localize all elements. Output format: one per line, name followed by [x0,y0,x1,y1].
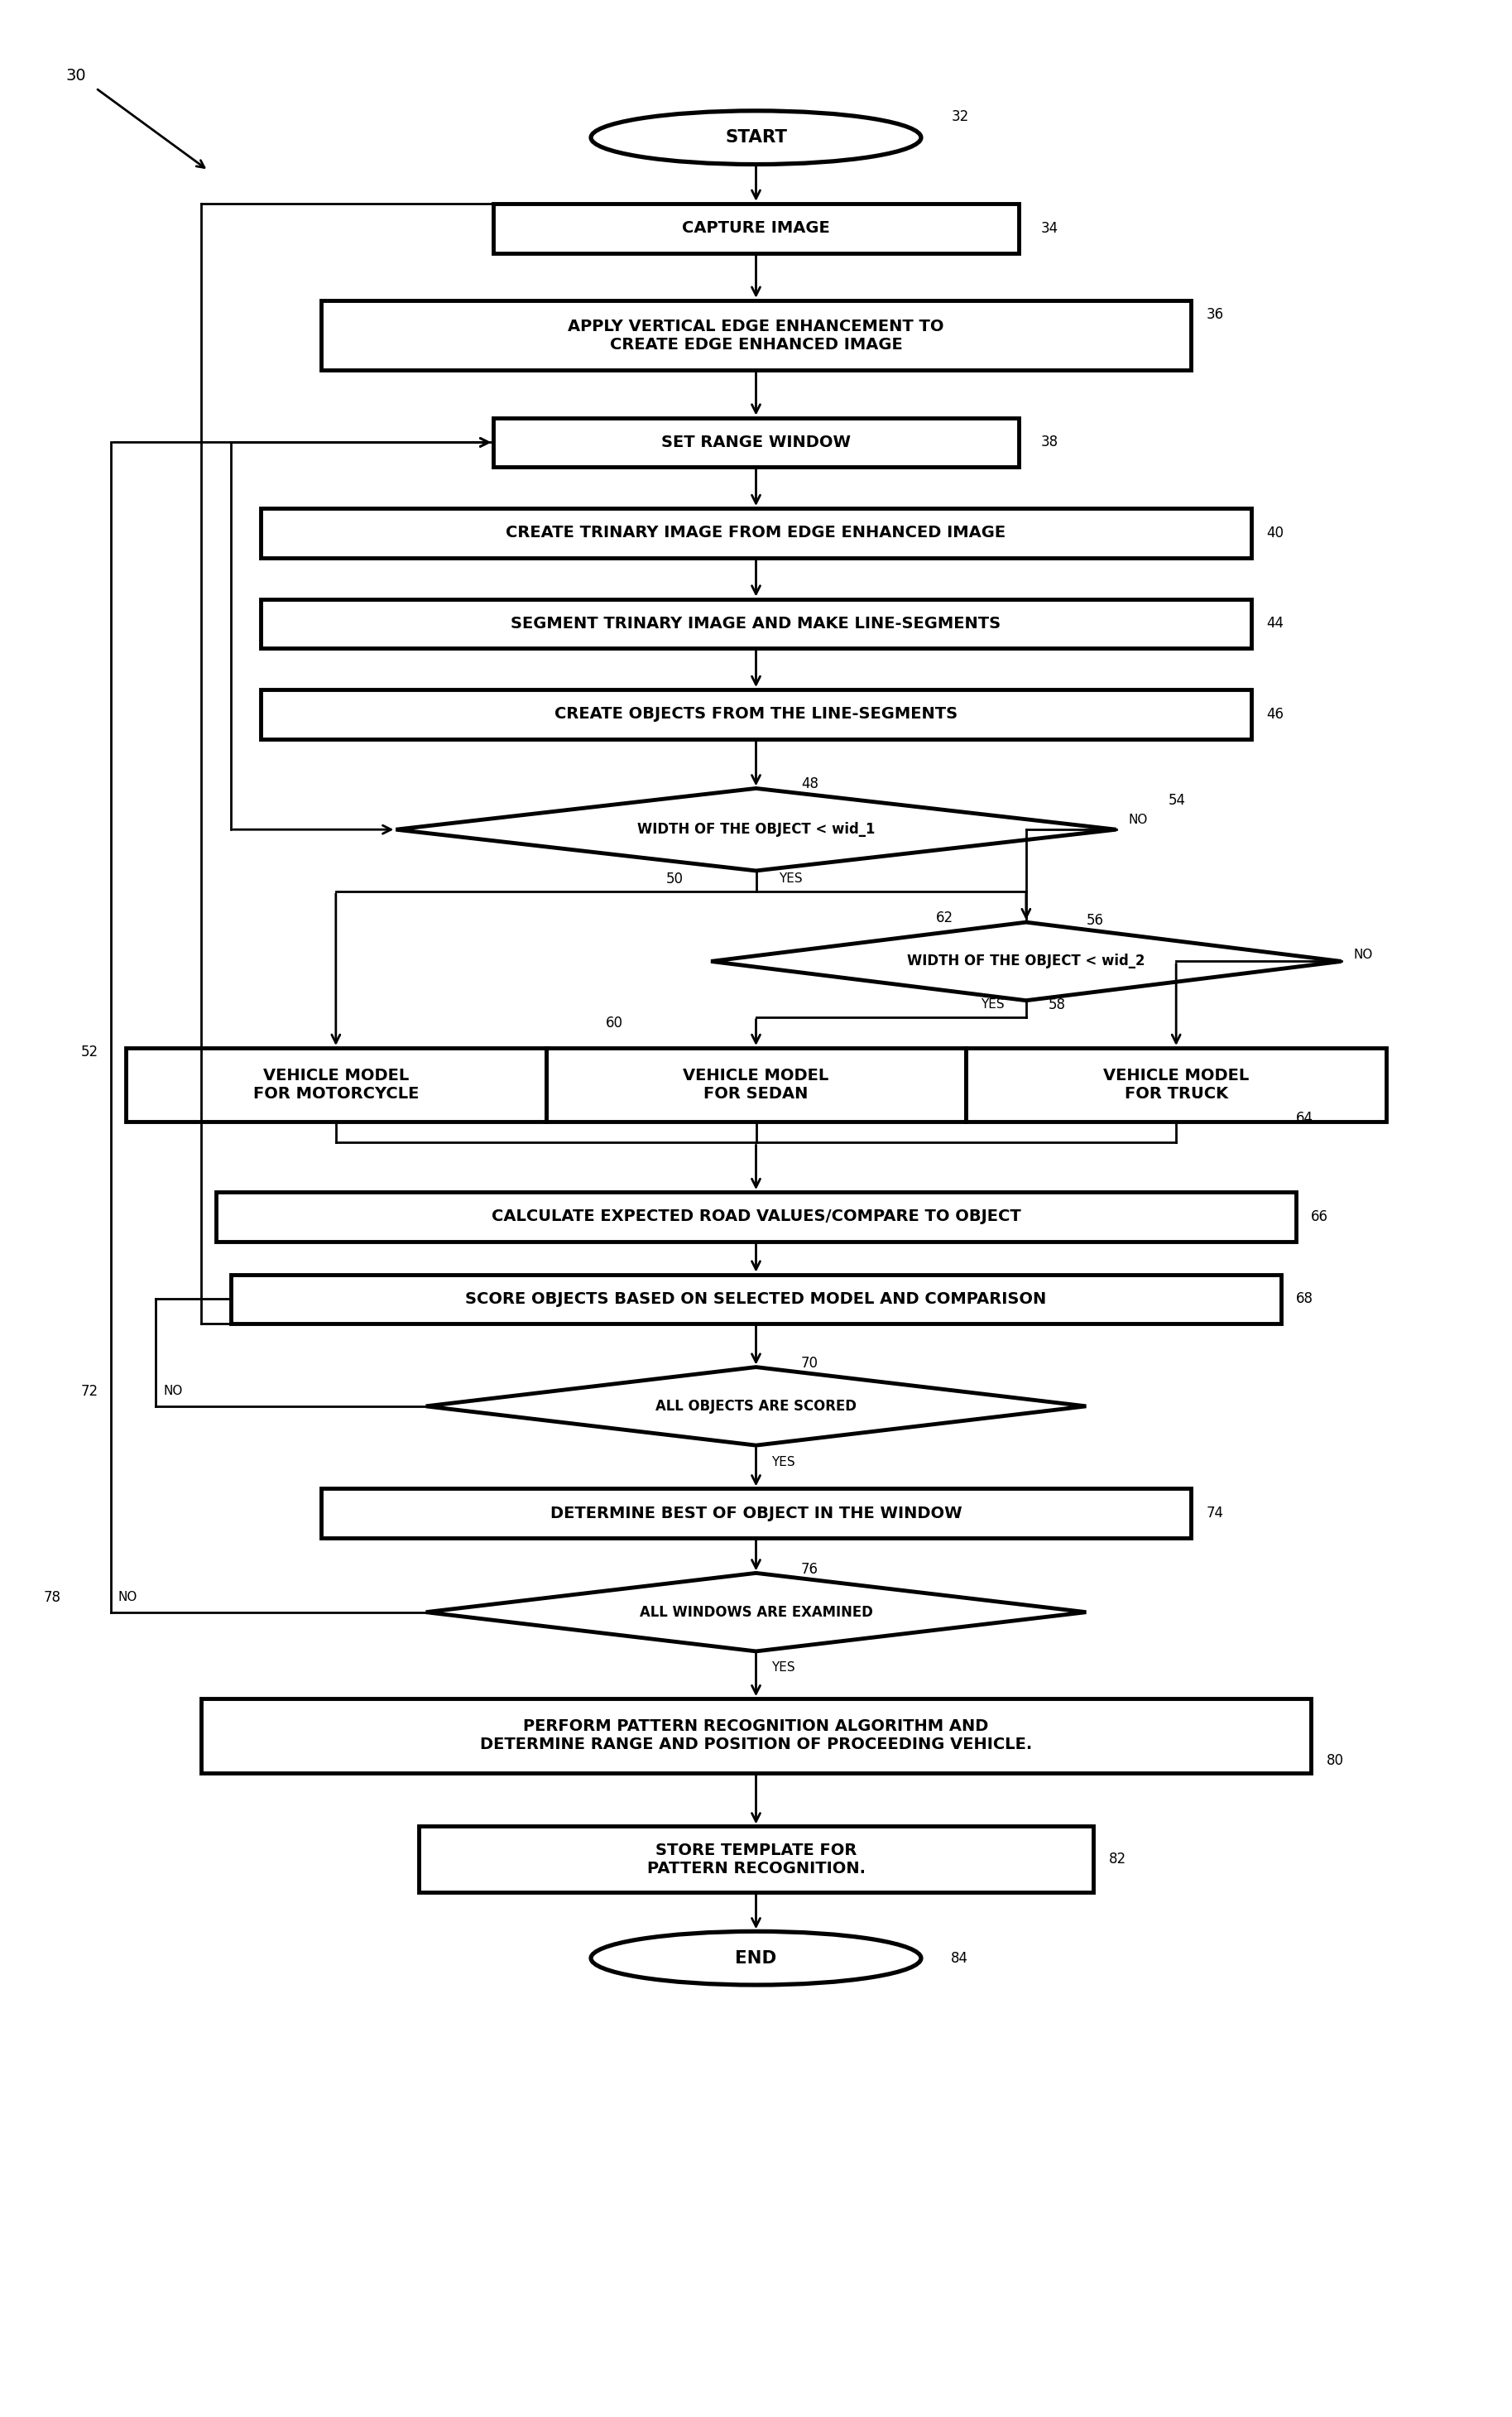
Text: 38: 38 [1042,435,1058,450]
Text: YES: YES [779,873,803,885]
Text: 32: 32 [951,109,969,123]
Text: CAPTURE IMAGE: CAPTURE IMAGE [682,220,830,237]
Text: NO: NO [118,1590,138,1602]
Text: 74: 74 [1207,1506,1223,1520]
Text: VEHICLE MODEL
FOR MOTORCYCLE: VEHICLE MODEL FOR MOTORCYCLE [253,1068,419,1102]
Text: NO: NO [1353,947,1373,962]
Text: 78: 78 [44,1590,60,1605]
Text: CREATE OBJECTS FROM THE LINE-SEGMENTS: CREATE OBJECTS FROM THE LINE-SEGMENTS [555,706,957,723]
Text: 68: 68 [1296,1291,1314,1308]
Text: ALL OBJECTS ARE SCORED: ALL OBJECTS ARE SCORED [655,1399,857,1414]
Text: DETERMINE BEST OF OBJECT IN THE WINDOW: DETERMINE BEST OF OBJECT IN THE WINDOW [550,1506,962,1520]
Text: 56: 56 [1086,914,1104,928]
Text: 34: 34 [1042,220,1058,234]
Text: 60: 60 [606,1015,623,1030]
Text: SET RANGE WINDOW: SET RANGE WINDOW [661,435,851,450]
Text: 64: 64 [1296,1109,1314,1126]
Text: CALCULATE EXPECTED ROAD VALUES/COMPARE TO OBJECT: CALCULATE EXPECTED ROAD VALUES/COMPARE T… [491,1208,1021,1225]
Text: YES: YES [771,1660,795,1675]
Text: YES: YES [981,998,1005,1010]
Text: 40: 40 [1266,524,1284,541]
Text: WIDTH OF THE OBJECT < wid_2: WIDTH OF THE OBJECT < wid_2 [907,955,1145,969]
Text: PERFORM PATTERN RECOGNITION ALGORITHM AND
DETERMINE RANGE AND POSITION OF PROCEE: PERFORM PATTERN RECOGNITION ALGORITHM AN… [479,1718,1033,1752]
Text: 44: 44 [1266,616,1284,631]
Text: 48: 48 [801,776,818,793]
Text: END: END [735,1951,777,1967]
Text: 50: 50 [665,873,683,887]
Text: 52: 52 [80,1044,98,1059]
Text: 30: 30 [65,68,86,85]
Text: CREATE TRINARY IMAGE FROM EDGE ENHANCED IMAGE: CREATE TRINARY IMAGE FROM EDGE ENHANCED … [507,524,1005,541]
Text: SCORE OBJECTS BASED ON SELECTED MODEL AND COMPARISON: SCORE OBJECTS BASED ON SELECTED MODEL AN… [466,1291,1046,1308]
Text: START: START [724,128,788,145]
Text: 70: 70 [801,1356,818,1370]
Text: 36: 36 [1207,307,1223,321]
Text: 80: 80 [1326,1752,1344,1767]
Text: 62: 62 [936,911,954,926]
Text: SEGMENT TRINARY IMAGE AND MAKE LINE-SEGMENTS: SEGMENT TRINARY IMAGE AND MAKE LINE-SEGM… [511,616,1001,631]
Text: 84: 84 [951,1951,969,1965]
Text: 66: 66 [1311,1208,1329,1223]
Text: YES: YES [771,1455,795,1467]
Text: ALL WINDOWS ARE EXAMINED: ALL WINDOWS ARE EXAMINED [640,1605,872,1619]
Text: VEHICLE MODEL
FOR SEDAN: VEHICLE MODEL FOR SEDAN [683,1068,829,1102]
Text: VEHICLE MODEL
FOR TRUCK: VEHICLE MODEL FOR TRUCK [1104,1068,1249,1102]
Text: STORE TEMPLATE FOR
PATTERN RECOGNITION.: STORE TEMPLATE FOR PATTERN RECOGNITION. [647,1842,865,1876]
Text: 76: 76 [801,1561,818,1576]
Text: WIDTH OF THE OBJECT < wid_1: WIDTH OF THE OBJECT < wid_1 [637,822,875,836]
Text: 46: 46 [1266,706,1284,723]
Text: 82: 82 [1108,1851,1126,1866]
Text: NO: NO [1128,815,1148,827]
Text: APPLY VERTICAL EDGE ENHANCEMENT TO
CREATE EDGE ENHANCED IMAGE: APPLY VERTICAL EDGE ENHANCEMENT TO CREAT… [569,319,943,353]
Text: NO: NO [163,1385,183,1397]
Text: 54: 54 [1169,793,1185,807]
Text: 58: 58 [1049,998,1066,1013]
Text: 72: 72 [80,1385,98,1399]
